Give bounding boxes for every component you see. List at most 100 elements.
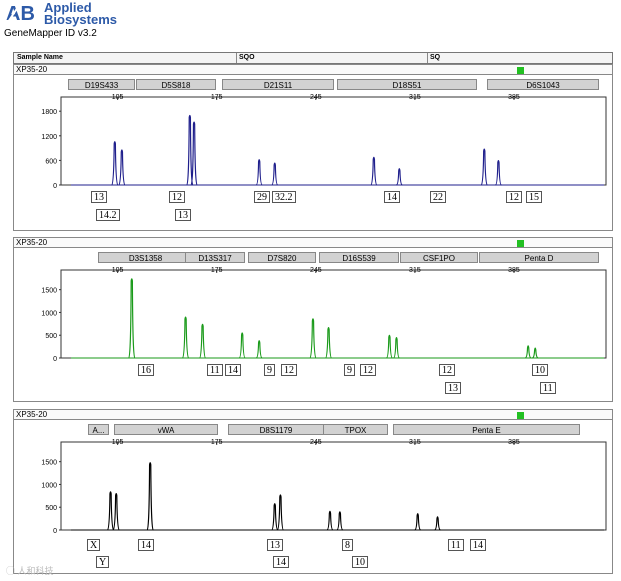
y-tick-label: 1800 [41, 109, 57, 116]
peak [434, 516, 441, 531]
svg-text:AB: AB [6, 3, 35, 24]
watermark-text: ◯ 人和科技 [6, 566, 54, 576]
allele-label[interactable]: 13 [267, 539, 283, 551]
plot-frame [60, 269, 607, 359]
allele-label[interactable]: 13 [445, 382, 461, 394]
locus-label[interactable]: TPOX [323, 424, 388, 435]
peak [255, 159, 263, 186]
locus-label[interactable]: Penta E [393, 424, 580, 435]
peak [495, 159, 502, 186]
allele-label[interactable]: 12 [169, 191, 185, 203]
allele-label[interactable]: 14.2 [96, 209, 120, 221]
allele-label[interactable]: 14 [138, 539, 154, 551]
locus-label[interactable]: D21S11 [222, 79, 334, 90]
peak [271, 503, 279, 531]
allele-label[interactable]: 14 [225, 364, 241, 376]
allele-label[interactable]: 11 [207, 364, 223, 376]
peak [111, 141, 119, 186]
plot-frame [60, 441, 607, 531]
col-sq[interactable]: SQ [430, 54, 441, 61]
col-sample-name[interactable]: Sample Name [17, 54, 63, 61]
peak [271, 162, 279, 186]
allele-label[interactable]: 10 [352, 556, 368, 568]
y-tick-label: 1200 [41, 134, 57, 141]
allele-label[interactable]: 8 [342, 539, 353, 551]
electropherogram-plot: 105175245315385060012001800 [41, 94, 607, 190]
brand-line-2: Biosystems [44, 12, 117, 27]
col-divider [236, 53, 237, 63]
locus-label[interactable]: D3S1358 [98, 252, 193, 263]
status-indicator [517, 67, 524, 74]
app-title: GeneMapper ID v3.2 [4, 28, 97, 39]
allele-label[interactable]: 32.2 [272, 191, 296, 203]
peak [370, 156, 378, 186]
electropherogram-plot: 105175245315385050010001500 [41, 439, 607, 535]
allele-label[interactable]: 14 [470, 539, 486, 551]
locus-label[interactable]: D7S820 [248, 252, 316, 263]
allele-label[interactable]: 15 [526, 191, 542, 203]
y-tick-label: 0 [53, 183, 57, 190]
allele-label[interactable]: 10 [532, 364, 548, 376]
allele-label[interactable]: 13 [175, 209, 191, 221]
peak [190, 121, 198, 186]
y-tick-label: 500 [45, 505, 57, 512]
col-divider [427, 53, 428, 63]
electropherogram-plot: 105175245315385050010001500 [41, 267, 607, 363]
allele-label[interactable]: 29 [254, 191, 270, 203]
peak [326, 510, 334, 531]
peak [128, 278, 136, 359]
peak [324, 326, 333, 359]
peak [524, 345, 532, 359]
allele-label[interactable]: 11 [448, 539, 464, 551]
locus-label[interactable]: D8S1179 [228, 424, 324, 435]
status-indicator [517, 412, 524, 419]
peak [255, 340, 263, 359]
allele-label[interactable]: 22 [430, 191, 446, 203]
locus-label[interactable]: D19S433 [68, 79, 135, 90]
panel-title: XP35-20 [14, 65, 612, 75]
allele-label[interactable]: 11 [540, 382, 556, 394]
peak [480, 148, 488, 186]
y-tick-label: 1500 [41, 288, 57, 295]
peak [393, 336, 400, 359]
peak [118, 149, 126, 186]
allele-label[interactable]: 13 [91, 191, 107, 203]
locus-label[interactable]: D18S51 [337, 79, 477, 90]
locus-label[interactable]: D16S539 [319, 252, 399, 263]
col-sqo[interactable]: SQO [239, 54, 255, 61]
panel-title: XP35-20 [14, 238, 612, 248]
peak [386, 334, 393, 359]
allele-label[interactable]: 12 [281, 364, 297, 376]
status-indicator [517, 240, 524, 247]
y-tick-label: 0 [53, 528, 57, 535]
allele-label[interactable]: X [87, 539, 101, 551]
locus-label[interactable]: CSF1PO [400, 252, 478, 263]
peak [106, 491, 115, 531]
peak [238, 332, 246, 359]
allele-label[interactable]: 9 [344, 364, 355, 376]
allele-label[interactable]: 14 [273, 556, 289, 568]
locus-label[interactable]: D13S317 [185, 252, 245, 263]
electropherogram-panel-black: XP35-20 A... vWA D8S1179 TPOX Penta E 10… [13, 409, 613, 574]
allele-label[interactable]: 12 [360, 364, 376, 376]
allele-label[interactable]: 12 [506, 191, 522, 203]
y-tick-label: 600 [45, 158, 57, 165]
locus-label[interactable]: A... [88, 424, 109, 435]
peak [414, 513, 421, 531]
allele-label[interactable]: Y [96, 556, 110, 568]
brand-line-1: Applied [44, 0, 92, 15]
allele-label[interactable]: 12 [439, 364, 455, 376]
peak [532, 347, 539, 359]
allele-label[interactable]: 14 [384, 191, 400, 203]
electropherogram-panel-green: XP35-20 D3S1358 D13S317 D7S820 D16S539 C… [13, 237, 613, 402]
locus-label[interactable]: vWA [114, 424, 218, 435]
locus-label[interactable]: D6S1043 [487, 79, 599, 90]
allele-label[interactable]: 9 [264, 364, 275, 376]
locus-label[interactable]: D5S818 [136, 79, 216, 90]
locus-bar: A... vWA D8S1179 TPOX Penta E [14, 420, 612, 438]
peak [146, 462, 154, 531]
locus-label[interactable]: Penta D [479, 252, 599, 263]
peak [336, 511, 344, 531]
allele-label[interactable]: 16 [138, 364, 154, 376]
y-tick-label: 1000 [41, 310, 57, 317]
